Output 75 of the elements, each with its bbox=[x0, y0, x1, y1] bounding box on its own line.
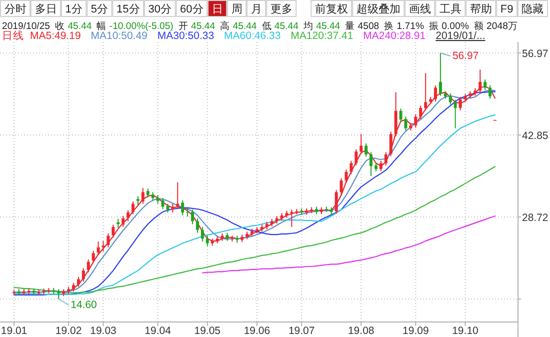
candlestick bbox=[86, 259, 90, 273]
x-tick-label: 19.04 bbox=[144, 325, 172, 337]
text: MA5:49.19 bbox=[30, 30, 81, 42]
text: MA30:50.33 bbox=[157, 30, 214, 42]
text: 幅 -10.00%(-5.05) bbox=[96, 20, 174, 32]
candlestick bbox=[458, 96, 462, 111]
text: MA10:50.49 bbox=[90, 30, 148, 42]
candlestick bbox=[334, 189, 338, 214]
candlestick bbox=[419, 105, 422, 120]
candlestick bbox=[141, 188, 144, 204]
candlestick bbox=[370, 152, 373, 176]
candlestick bbox=[76, 276, 80, 288]
candlestick bbox=[350, 160, 353, 175]
candlestick bbox=[454, 99, 457, 129]
annotation: 56.97 bbox=[452, 50, 479, 62]
x-tick-label: 19.09 bbox=[402, 325, 429, 337]
annotation: 2019/01/... bbox=[436, 30, 486, 42]
text: MA240:28.91 bbox=[363, 30, 426, 42]
x-tick-label: 19.10 bbox=[452, 325, 479, 337]
candlestick bbox=[106, 232, 110, 248]
candlestick bbox=[389, 131, 392, 157]
candlestick bbox=[92, 250, 95, 264]
line-series bbox=[13, 166, 496, 294]
candlestick bbox=[132, 200, 134, 215]
toolbar: 分时 多日 1分 5分 15分 30分 60分 日 周 月 更多 前复权 超级叠加 画线 工具 帮助 F9 隐藏 bbox=[0, 0, 548, 17]
text: 换 1.71% bbox=[384, 20, 424, 32]
x-tick-label: 19.08 bbox=[348, 325, 374, 337]
candlestick bbox=[360, 134, 363, 154]
candlestick bbox=[181, 200, 184, 216]
candlestick bbox=[438, 52, 442, 96]
candlestick bbox=[196, 218, 199, 234]
x-tick-label: 19.02 bbox=[55, 325, 82, 337]
text: 量 4508 bbox=[345, 21, 380, 32]
candlestick bbox=[414, 114, 418, 128]
candlestick bbox=[448, 92, 452, 105]
candlestick bbox=[206, 235, 209, 247]
text: 高 45.44 bbox=[220, 20, 258, 32]
candlestick bbox=[82, 268, 85, 282]
candlestick bbox=[394, 92, 398, 137]
candlestick bbox=[484, 79, 487, 90]
text: 2019/10/25 bbox=[2, 21, 50, 32]
candlestick bbox=[354, 148, 358, 166]
text: 低 45.44 bbox=[262, 21, 300, 32]
candlestick bbox=[384, 152, 388, 166]
text: 收 45.44 bbox=[55, 21, 92, 32]
candlestick bbox=[122, 215, 125, 228]
text: 开 45.44 bbox=[178, 21, 216, 32]
candlestick bbox=[379, 160, 382, 172]
chart-title: 日线 bbox=[2, 29, 24, 42]
candlestick bbox=[364, 142, 368, 158]
candlestick bbox=[344, 169, 348, 184]
candlestick bbox=[488, 84, 492, 100]
line-series bbox=[202, 215, 496, 274]
candlestick bbox=[102, 240, 105, 252]
candlestick bbox=[191, 209, 194, 225]
text: 振 0.00% bbox=[429, 20, 470, 32]
candlestick bbox=[399, 108, 402, 122]
x-tick-label: 19.06 bbox=[244, 325, 270, 337]
x-tick-label: 19.05 bbox=[194, 325, 221, 337]
text: MA120:37.41 bbox=[290, 30, 354, 42]
candlestick bbox=[112, 224, 115, 238]
candlestick bbox=[200, 226, 204, 242]
y-tick-label: 28.72 bbox=[522, 212, 548, 224]
annotation: 14.60 bbox=[70, 299, 98, 312]
text: MA60:46.33 bbox=[224, 30, 281, 42]
y-tick-label: 56.97 bbox=[522, 48, 548, 60]
candlestick bbox=[340, 178, 343, 195]
x-tick-label: 19.07 bbox=[288, 325, 315, 337]
x-tick-label: 19.03 bbox=[90, 325, 117, 337]
text: 额 2048万 bbox=[474, 20, 518, 32]
candlestick bbox=[96, 241, 100, 256]
x-tick-label: 19.01 bbox=[0, 325, 28, 337]
candlestick bbox=[126, 210, 130, 222]
y-tick-label: 42.85 bbox=[522, 130, 548, 142]
text: 均 45.44 bbox=[302, 20, 341, 32]
